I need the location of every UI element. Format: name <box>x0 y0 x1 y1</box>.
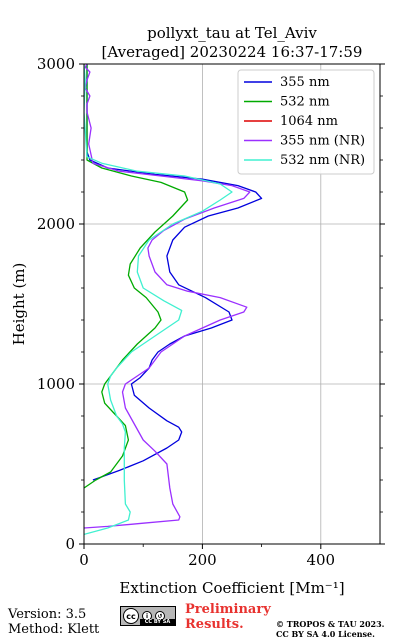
legend-box <box>237 69 375 175</box>
x-tick-label: 200 <box>188 551 217 569</box>
series-line-355-nm-nr- <box>84 64 251 529</box>
version-text: Version: 3.5 <box>8 607 87 622</box>
series-layer <box>84 64 263 536</box>
legend-label: 355 nm <box>280 75 330 90</box>
series-line-355-nm <box>86 64 263 481</box>
x-axis-label: Extinction Coefficient [Mm⁻¹] <box>119 579 344 597</box>
x-tick-label: 400 <box>306 551 335 569</box>
axis-ticks: 0 200 400 0 1000 2000 3000 <box>37 55 385 569</box>
legend-label: 532 nm <box>280 95 330 110</box>
cc-license-badge: cc i ↺ CC BY SA <box>120 606 176 626</box>
x-tick-label: 0 <box>79 551 89 569</box>
series-line-532-nm <box>84 64 189 489</box>
license-badge-text: CC BY SA <box>140 619 175 625</box>
plot-frame <box>83 63 381 545</box>
chart-title: pollyxt_tau at Tel_Aviv <box>147 24 317 42</box>
y-tick-label: 0 <box>65 535 75 553</box>
copyright-notice: © TROPOS & TAU 2023. CC BY SA 4.0 Licens… <box>276 619 385 639</box>
chart-subtitle: [Averaged] 20230224 16:37-17:59 <box>102 43 363 61</box>
cc-icon: cc <box>123 608 139 624</box>
legend-label: 355 nm (NR) <box>280 134 365 149</box>
y-tick-label: 3000 <box>37 55 75 73</box>
method-text: Method: Klett <box>8 622 100 637</box>
legend-label: 532 nm (NR) <box>280 153 365 168</box>
y-tick-label: 2000 <box>37 215 75 233</box>
y-axis-label: Height (m) <box>10 263 28 346</box>
legend: 355 nm 532 nm 1064 nm 355 nm (NR) 532 nm (NR… <box>237 69 375 175</box>
preliminary-results-note: Preliminary Results. <box>185 602 271 632</box>
footer-info: Version: 3.5 Method: Klett <box>8 607 99 637</box>
series-line-532-nm-nr- <box>84 64 233 536</box>
y-tick-label: 1000 <box>37 375 75 393</box>
legend-label: 1064 nm <box>280 114 338 129</box>
